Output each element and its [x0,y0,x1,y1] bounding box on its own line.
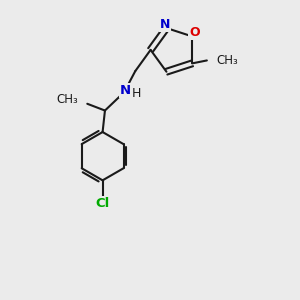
Text: N: N [160,18,170,31]
Text: H: H [132,87,141,100]
Text: O: O [189,26,200,39]
Text: CH₃: CH₃ [57,93,79,106]
Text: Cl: Cl [95,197,110,210]
Text: CH₃: CH₃ [216,54,238,67]
Text: N: N [120,84,131,97]
